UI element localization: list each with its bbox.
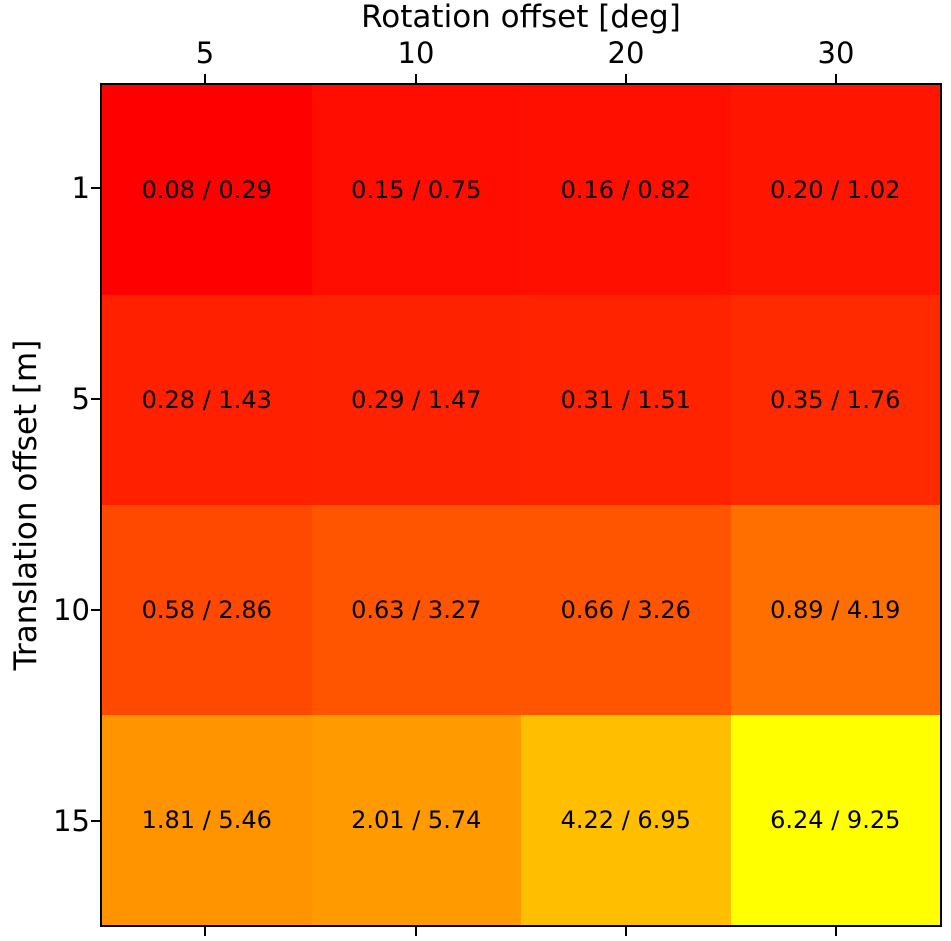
heatmap-cell: 6.24 / 9.25	[730, 715, 940, 925]
x-tick-mark-bottom	[625, 927, 627, 936]
heatmap-cell: 1.81 / 5.46	[102, 715, 312, 925]
x-tick-mark-top	[204, 74, 206, 83]
x-tick-label: 30	[817, 36, 855, 70]
heatmap-cell: 0.28 / 1.43	[102, 295, 312, 505]
heatmap-cell: 0.31 / 1.51	[521, 295, 731, 505]
x-tick-mark-bottom	[835, 927, 837, 936]
x-tick-label: 10	[397, 36, 435, 70]
x-tick-label: 5	[195, 36, 215, 70]
y-tick-label: 10	[53, 593, 90, 627]
x-tick-mark-top	[415, 74, 417, 83]
x-axis-title: Rotation offset [deg]	[361, 0, 681, 35]
heatmap-cell: 0.16 / 0.82	[521, 85, 731, 295]
x-tick-mark-bottom	[204, 927, 206, 936]
heatmap-cell: 0.63 / 3.27	[311, 505, 521, 715]
x-tick-label: 20	[607, 36, 645, 70]
y-tick-mark	[91, 820, 100, 822]
y-tick-label: 5	[71, 382, 90, 416]
heatmap-grid: 0.08 / 0.29 0.15 / 0.75 0.16 / 0.82 0.20…	[100, 83, 942, 927]
heatmap-cell: 0.35 / 1.76	[730, 295, 940, 505]
x-tick-mark-top	[625, 74, 627, 83]
y-tick-label: 15	[53, 804, 90, 838]
x-tick-mark-top	[835, 74, 837, 83]
y-tick-mark	[91, 398, 100, 400]
y-tick-mark	[91, 609, 100, 611]
heatmap-cell: 2.01 / 5.74	[311, 715, 521, 925]
x-tick-mark-bottom	[415, 927, 417, 936]
y-tick-label: 1	[71, 171, 90, 205]
heatmap-cell: 0.66 / 3.26	[521, 505, 731, 715]
heatmap-cell: 0.89 / 4.19	[730, 505, 940, 715]
heatmap-cell: 0.29 / 1.47	[311, 295, 521, 505]
heatmap-cell: 4.22 / 6.95	[521, 715, 731, 925]
heatmap-cell: 0.08 / 0.29	[102, 85, 312, 295]
y-tick-mark	[91, 187, 100, 189]
heatmap-cell: 0.20 / 1.02	[730, 85, 940, 295]
heatmap-cell: 0.58 / 2.86	[102, 505, 312, 715]
heatmap-cell: 0.15 / 0.75	[311, 85, 521, 295]
